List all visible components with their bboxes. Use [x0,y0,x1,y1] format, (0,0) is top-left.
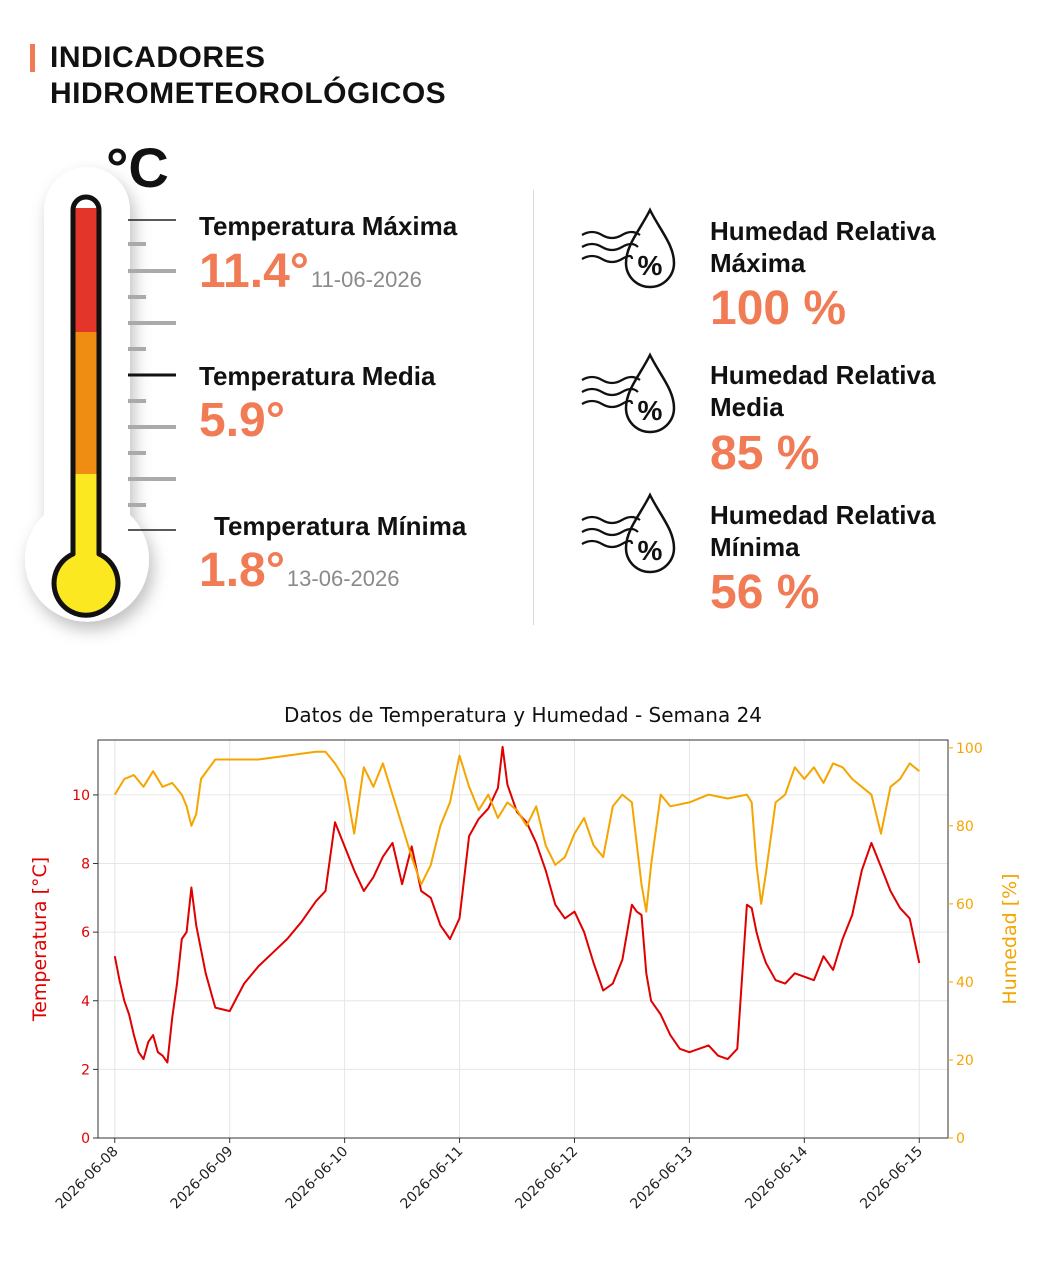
humidity-drop-icon: % [581,492,676,574]
humidity-mean-label: Humedad Relativa Media [710,359,1040,423]
humidity-mean-value: 85 % [710,427,820,480]
temp-max-date: 11-06-2026 [310,267,422,292]
section-divider [533,190,534,625]
temp-max-value: 11.4° [199,245,309,298]
y2-tick-label: 40 [956,975,974,991]
temp-min-label: Temperatura Mínima [214,511,467,541]
y2-axis-label: Humedad [%] [999,873,1021,1004]
y-tick-label: 0 [81,1131,90,1147]
temp-mean-value: 5.9° [199,394,285,447]
y-axis-label: Temperatura [°C] [29,857,51,1022]
temperature-unit: °C [106,136,169,199]
x-tick-label: 2026-06-10 [283,1144,352,1213]
title-accent-bar [30,44,35,72]
temp-min-value-row: 1.8°13-06-2026 [199,545,399,605]
temp-humidity-chart: Datos de Temperatura y Humedad - Semana … [29,703,1021,1213]
humidity-mean-label-line1: Humedad Relativa [710,360,936,390]
y2-tick-label: 20 [956,1053,974,1069]
humidity-min-label-line1: Humedad Relativa [710,500,936,530]
temp-min-value: 1.8° [199,544,285,597]
humidity-icon-percent: % [638,535,663,566]
thermometer-icon [24,167,176,622]
x-tick-label: 2026-06-14 [742,1143,811,1212]
humidity-drop-icon: % [581,352,676,434]
y-tick-label: 2 [81,1062,90,1078]
y-tick-label: 10 [72,788,90,804]
humidity-icon-percent: % [638,250,663,281]
series-line-humedad [113,750,920,913]
temp-mean-label: Temperatura Media [199,361,436,391]
temp-max-value-row: 11.4°11-06-2026 [199,246,422,306]
x-tick-label: 2026-06-12 [512,1144,581,1213]
humidity-icon-percent: % [638,395,663,426]
humidity-max-value: 100 % [710,282,847,335]
page-title: INDICADORES HIDROMETEOROLÓGICOS [50,41,447,110]
humidity-min-value: 56 % [710,566,820,619]
y2-tick-label: 80 [956,819,974,835]
humidity-drop-icon: % [581,207,676,289]
series-line-temperatura [113,745,921,1064]
humidity-min-label: Humedad Relativa Mínima [710,499,1040,563]
x-tick-label: 2026-06-08 [53,1144,122,1213]
x-tick-label: 2026-06-11 [398,1144,467,1213]
plot-frame [97,739,949,1139]
x-tick-label: 2026-06-13 [627,1144,696,1213]
temp-min-date: 13-06-2026 [286,566,400,591]
chart-title: Datos de Temperatura y Humedad - Semana … [284,703,762,727]
y-tick-label: 4 [81,994,90,1010]
x-tick-label: 2026-06-09 [168,1144,237,1213]
y2-tick-label: 0 [956,1131,965,1147]
y2-tick-label: 60 [956,897,974,913]
humidity-max-label-line2: Máxima [710,248,806,278]
humidity-mean-label-line2: Media [710,392,784,422]
y2-tick-label: 100 [956,741,983,757]
humidity-max-label: Humedad Relativa Máxima [710,215,1040,279]
grid [98,740,948,1139]
temp-max-label: Temperatura Máxima [199,211,458,241]
y-tick-label: 8 [81,857,90,873]
humidity-min-label-line2: Mínima [710,532,800,562]
x-tick-label: 2026-06-15 [857,1144,926,1213]
y-tick-label: 6 [81,925,90,941]
humidity-max-label-line1: Humedad Relativa [710,216,936,246]
series [113,745,921,1064]
